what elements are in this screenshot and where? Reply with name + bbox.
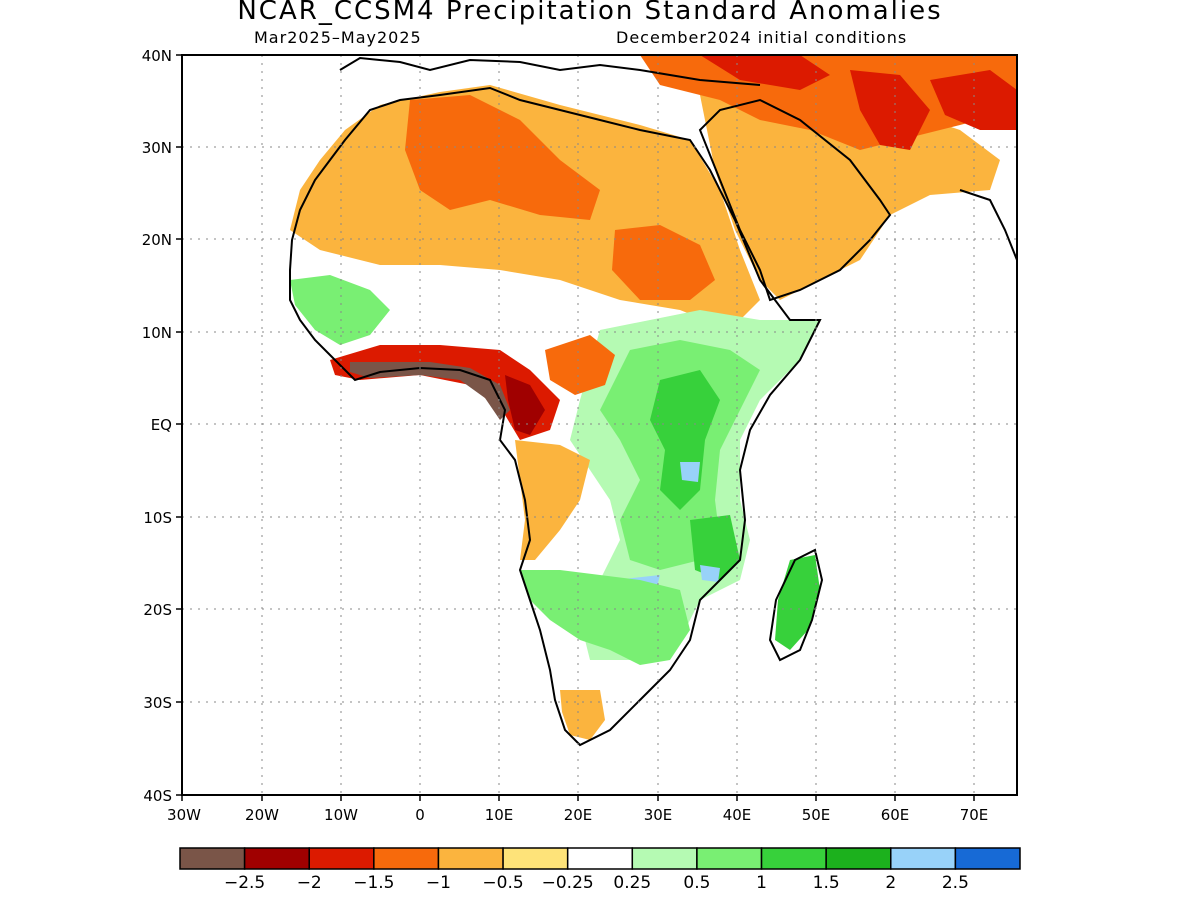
- lat-label: 30N: [142, 139, 172, 157]
- colorbar-swatch: [179, 847, 246, 870]
- colorbar-swatches: [179, 847, 1021, 870]
- anomaly-congo-dry: [545, 335, 615, 395]
- colorbar-label: −0.25: [542, 873, 594, 893]
- anomaly-guinea-extreme: [350, 362, 510, 420]
- lon-label: 20W: [245, 806, 279, 824]
- colorbar-swatch: [954, 847, 1021, 870]
- lon-label: 60E: [881, 806, 910, 824]
- colorbar-label: 1: [756, 873, 767, 893]
- lon-label: 10E: [485, 806, 514, 824]
- lat-label: 20S: [143, 601, 172, 619]
- colorbar-swatch: [308, 847, 375, 870]
- colorbar-labels: −2.5 −2 −1.5 −1 −0.5 −0.25 0.25 0.5 1 1.5 2 2.5: [224, 873, 969, 893]
- europe-coastline: [339, 56, 761, 86]
- colorbar-swatch: [760, 847, 827, 870]
- anomaly-arabia-dry: [700, 85, 1000, 300]
- colorbar-label: −1: [426, 873, 451, 893]
- colorbar-label: −2.5: [224, 873, 265, 893]
- coastlines: [289, 56, 1017, 747]
- anomaly-south-africa-dry: [560, 690, 605, 740]
- lat-label: EQ: [151, 416, 172, 434]
- forecast-period: Mar2025–May2025: [254, 28, 422, 47]
- anomaly-angola-dry: [515, 440, 590, 560]
- lon-label: 30W: [167, 806, 201, 824]
- colorbar-label: 0.25: [613, 873, 651, 893]
- colorbar-swatch: [243, 847, 310, 870]
- colorbar-swatch: [502, 847, 569, 870]
- lat-label: 20N: [142, 231, 172, 249]
- arabia-coastline: [698, 98, 892, 302]
- latitude-labels: 40N 30N 20N 10N EQ 10S 20S 30S 40S: [142, 47, 172, 805]
- lat-label: 40S: [143, 787, 172, 805]
- colorbar-label: 0.5: [683, 873, 710, 893]
- colorbar-label: −2: [297, 873, 322, 893]
- anomaly-cameroon-strong: [505, 375, 545, 435]
- colorbar-swatch: [631, 847, 698, 870]
- anomaly-southern-africa-wet: [520, 570, 690, 665]
- anomaly-sudan-moderate: [612, 225, 715, 300]
- longitude-labels: 30W 20W 10W 0 10E 20E 30E 40E 50E 60E 70…: [167, 806, 988, 824]
- colorbar-label: 1.5: [813, 873, 840, 893]
- india-coastline: [959, 189, 1017, 300]
- anomaly-madagascar-wet: [775, 555, 820, 650]
- colorbar: −2.5 −2 −1.5 −1 −0.5 −0.25 0.25 0.5 1 1.5 2 2.5: [179, 847, 1021, 893]
- lon-label: 0: [415, 806, 425, 824]
- colorbar-label: −1.5: [353, 873, 394, 893]
- colorbar-swatch: [890, 847, 957, 870]
- colorbar-swatch: [566, 847, 634, 870]
- anomaly-mozambique-strong-wet: [690, 515, 740, 580]
- colorbar-swatch: [696, 847, 763, 870]
- lon-label: 20E: [564, 806, 593, 824]
- madagascar-coastline: [768, 548, 824, 662]
- lon-label: 10W: [324, 806, 358, 824]
- lat-label: 10N: [142, 324, 172, 342]
- colorbar-label: 2.5: [942, 873, 969, 893]
- initial-conditions: December2024 initial conditions: [616, 28, 908, 47]
- colorbar-swatch: [825, 847, 892, 870]
- lat-label: 30S: [143, 694, 172, 712]
- tick-marks: [176, 54, 975, 801]
- lon-label: 40E: [723, 806, 752, 824]
- anomaly-field: [290, 55, 1017, 740]
- colorbar-label: −0.5: [482, 873, 523, 893]
- lat-label: 10S: [143, 509, 172, 527]
- anomaly-mideast-moderate: [640, 55, 1017, 150]
- anomaly-lakes-strong-wet: [650, 370, 720, 510]
- lon-label: 30E: [644, 806, 673, 824]
- colorbar-label: 2: [885, 873, 896, 893]
- colorbar-swatch: [373, 847, 440, 870]
- map-title: NCAR_CCSM4 Precipitation Standard Anomal…: [237, 0, 943, 26]
- map-frame: [181, 54, 1018, 796]
- lon-label: 50E: [802, 806, 831, 824]
- lon-label: 70E: [960, 806, 989, 824]
- anomaly-iran-strong: [700, 55, 1017, 150]
- anomaly-sahara-moderate: [405, 95, 600, 220]
- colorbar-swatch: [437, 847, 504, 870]
- africa-coastline: [289, 86, 822, 747]
- gridlines: [182, 55, 1017, 795]
- lat-label: 40N: [142, 47, 172, 65]
- anomaly-west-africa-wet: [290, 275, 390, 345]
